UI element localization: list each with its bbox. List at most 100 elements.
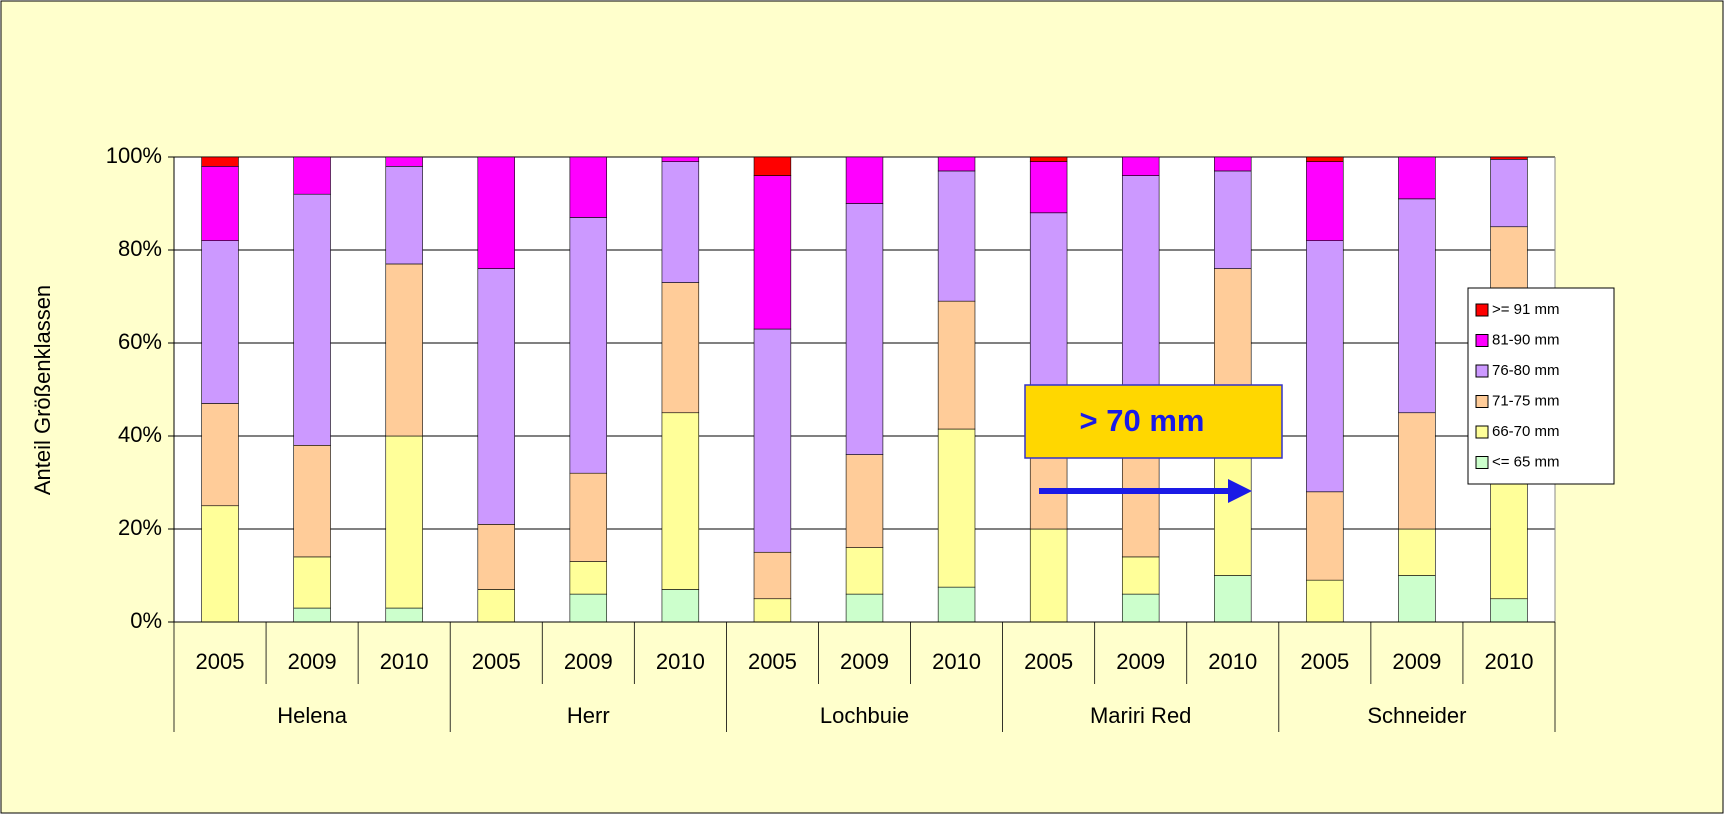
x-tick-label: 2005 [472,649,521,674]
bar-segment [661,412,700,590]
bar-segment [1121,556,1160,595]
legend-swatch [1475,303,1489,317]
bar-segment [1029,161,1068,214]
bar-segment [661,282,700,414]
x-tick-label: 2010 [656,649,705,674]
bar-segment [293,556,331,609]
bar-segment [1029,156,1068,162]
x-tick-label: 2005 [196,649,245,674]
bar-segment [1306,579,1344,623]
bar-segment [385,263,423,437]
bar-segment [1029,528,1068,623]
y-tick-label: 80% [118,236,162,261]
legend-label: 76-80 mm [1492,362,1560,379]
bar-segment [293,156,331,195]
bar-segment [845,547,884,595]
group-label: Helena [277,703,347,728]
bar-segment [385,607,423,623]
bar-segment [201,240,239,404]
bar-segment [1121,444,1160,558]
group-label: Lochbuie [820,703,909,728]
group-label: Herr [567,703,610,728]
legend-swatch [1475,425,1489,439]
bar-segment [385,156,423,167]
legend-swatch [1475,456,1489,469]
legend-label: >= 91 mm [1492,301,1560,318]
x-tick-label: 2009 [840,649,889,674]
bar-segment [1214,435,1252,576]
bar-segment [845,203,884,455]
y-tick-label: 40% [118,422,162,447]
bar-segment [569,593,608,623]
y-axis-label: Anteil Größenklassen [30,285,55,495]
bar-segment [845,593,884,623]
legend-label: 71-75 mm [1492,392,1560,409]
bar-segment [1398,412,1436,530]
group-label: Schneider [1367,703,1466,728]
bar-segment [753,551,792,600]
bar-segment [1398,575,1436,623]
bar-segment [201,505,239,623]
legend-swatch [1475,334,1489,347]
bar-segment [753,598,792,623]
y-tick-label: 60% [118,329,162,354]
x-tick-label: 2005 [748,649,797,674]
annotation-arrowhead [1228,479,1252,503]
bar-segment [1306,491,1344,581]
bar-segment [937,586,976,623]
bar-segment [1398,156,1436,200]
bar-segment [937,170,976,302]
bar-segment [845,156,884,204]
legend-box [1467,287,1615,485]
bar-segment [845,454,884,548]
x-tick-label: 2009 [1116,649,1165,674]
bar-segment [1490,159,1528,228]
legend-label: 81-90 mm [1492,331,1560,348]
x-tick-label: 2009 [288,649,337,674]
bar-segment [201,156,239,167]
bar-segment [569,217,608,474]
bar-segment [937,156,976,172]
x-tick-label: 2009 [564,649,613,674]
annotation-text: > 70 mm [1080,403,1205,438]
x-tick-label: 2009 [1392,649,1441,674]
bar-segment [293,193,331,446]
bar-segment [293,444,331,558]
x-tick-label: 2010 [932,649,981,674]
legend-swatch [1475,395,1489,408]
annotation-box [1024,384,1283,459]
bar-segment [1214,170,1252,269]
x-tick-label: 2010 [1484,649,1533,674]
x-tick-label: 2010 [1208,649,1257,674]
bar-segment [661,589,700,623]
bar-segment [201,166,239,242]
bar-segment [1306,161,1344,241]
legend-swatch [1475,364,1489,378]
bar-segment [1121,593,1160,623]
legend-label: 66-70 mm [1492,423,1560,440]
bar-segment [477,156,515,269]
bar-segment [661,161,700,283]
bar-segment [1214,156,1252,172]
y-tick-label: 0% [130,608,162,633]
y-tick-label: 100% [106,143,162,168]
bar-segment [477,268,515,525]
bar-segment [385,166,423,265]
bar-segment [937,428,976,588]
bar-segment [1490,156,1528,160]
bar-segment [937,300,976,430]
bar-segment [661,156,700,162]
bar-segment [569,472,608,562]
bar-segment [201,403,239,507]
bar-segment [1306,240,1344,493]
bar-segment [293,607,331,623]
bar-segment [1121,156,1160,176]
bar-segment [1306,156,1344,162]
bar-segment [385,435,423,609]
x-tick-label: 2005 [1024,649,1073,674]
y-tick-label: 20% [118,515,162,540]
bar-segment [569,561,608,595]
bar-segment [1398,528,1436,576]
bar-segment [1398,198,1436,414]
